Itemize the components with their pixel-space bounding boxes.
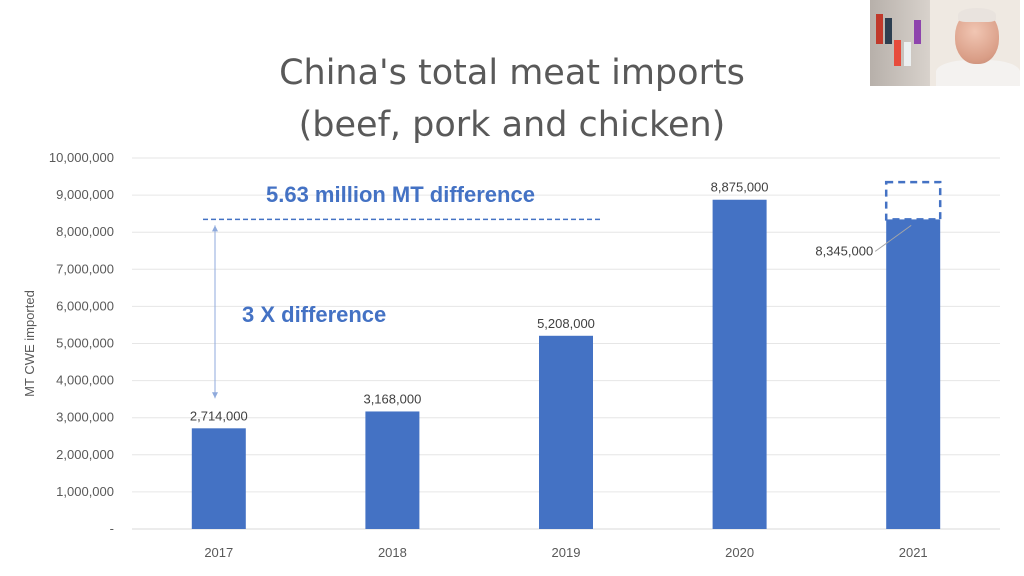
annotation-3x-difference: 3 X difference: [242, 302, 386, 327]
y-tick-label: 1,000,000: [56, 484, 114, 499]
y-tick-label: 9,000,000: [56, 187, 114, 202]
book-spine: [914, 20, 921, 44]
bar-2018: [365, 411, 420, 529]
x-tick-label: 2017: [204, 545, 233, 560]
data-label: 3,168,000: [363, 391, 421, 406]
annotation-mt-difference: 5.63 million MT difference: [266, 182, 535, 207]
bar-2020: [712, 199, 767, 530]
y-tick-label: 10,000,000: [49, 150, 114, 165]
data-label: 8,345,000: [815, 243, 873, 258]
y-tick-label: 7,000,000: [56, 261, 114, 276]
difference-arrow-head-bottom: [212, 392, 218, 399]
y-tick-label: 2,000,000: [56, 447, 114, 462]
speaker-hair: [958, 8, 996, 22]
bar-2021: [886, 219, 941, 529]
x-tick-label: 2019: [552, 545, 581, 560]
y-tick-label: -: [110, 521, 114, 536]
y-tick-label: 8,000,000: [56, 224, 114, 239]
chart-subtitle: (beef, pork and chicken): [298, 105, 726, 145]
bar-2017: [191, 428, 246, 529]
speaker-shirt: [936, 60, 1020, 86]
book-spine: [904, 42, 911, 66]
y-tick-label: 6,000,000: [56, 298, 114, 313]
data-label: 2,714,000: [190, 408, 248, 423]
x-tick-label: 2020: [725, 545, 754, 560]
dashed-projection-box: [884, 180, 942, 221]
book-spine: [894, 40, 901, 66]
chart-title: China's total meat imports: [279, 53, 745, 93]
y-axis-title: MT CWE imported: [22, 290, 37, 397]
x-tick-label: 2018: [378, 545, 407, 560]
x-tick-label: 2021: [899, 545, 928, 560]
y-tick-label: 5,000,000: [56, 336, 114, 351]
book-spine: [885, 18, 892, 44]
y-tick-label: 3,000,000: [56, 410, 114, 425]
leader-line: [874, 224, 912, 252]
webcam-video-thumbnail[interactable]: [870, 0, 1020, 86]
bar-2019: [539, 335, 593, 529]
difference-arrow-head-top: [212, 225, 218, 232]
data-label: 5,208,000: [537, 316, 595, 331]
y-tick-label: 4,000,000: [56, 373, 114, 388]
book-spine: [876, 14, 883, 44]
data-label: 8,875,000: [711, 180, 769, 195]
